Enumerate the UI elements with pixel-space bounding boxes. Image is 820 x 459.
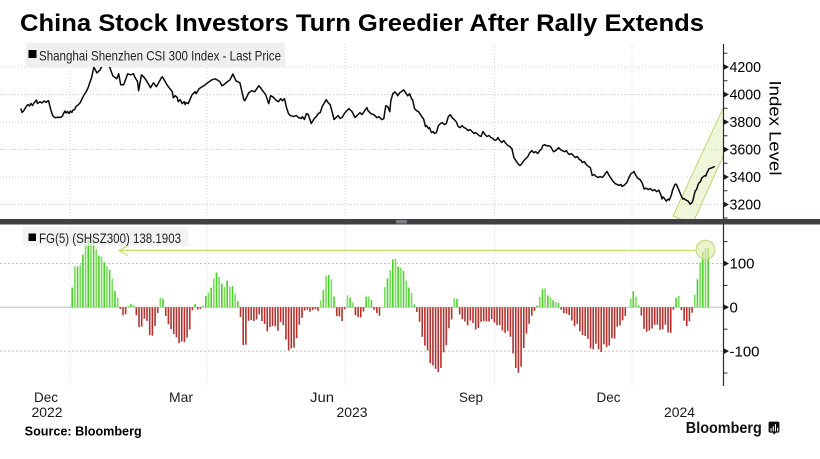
svg-text:3200: 3200	[730, 197, 762, 214]
svg-text:Mar: Mar	[169, 389, 193, 405]
svg-text:Sep: Sep	[459, 389, 483, 405]
svg-text:2023: 2023	[337, 404, 368, 420]
svg-text:Shanghai Shenzhen CSI 300 Inde: Shanghai Shenzhen CSI 300 Index - Last P…	[39, 48, 281, 64]
svg-text:Jun: Jun	[310, 389, 334, 405]
svg-text:3600: 3600	[730, 142, 762, 159]
svg-text:3400: 3400	[730, 169, 762, 186]
svg-text:Dec: Dec	[34, 389, 58, 405]
svg-text:2024: 2024	[664, 404, 695, 420]
svg-text:China Stock Investors Turn Gre: China Stock Investors Turn Greedier Afte…	[20, 10, 704, 37]
svg-text:-100: -100	[730, 343, 760, 360]
svg-text:2022: 2022	[32, 404, 63, 420]
svg-text:Bloomberg: Bloomberg	[686, 420, 762, 437]
svg-text:3800: 3800	[730, 114, 762, 131]
svg-text:0: 0	[730, 300, 738, 317]
svg-text:4200: 4200	[730, 59, 762, 76]
svg-text:FG(5) (SHSZ300) 138.1903: FG(5) (SHSZ300) 138.1903	[39, 230, 181, 246]
svg-text:4000: 4000	[730, 87, 762, 104]
svg-text:Index Level: Index Level	[766, 81, 785, 176]
svg-text:Dec: Dec	[597, 389, 621, 405]
svg-text:100: 100	[730, 256, 755, 273]
svg-text:Source: Bloomberg: Source: Bloomberg	[25, 425, 142, 439]
